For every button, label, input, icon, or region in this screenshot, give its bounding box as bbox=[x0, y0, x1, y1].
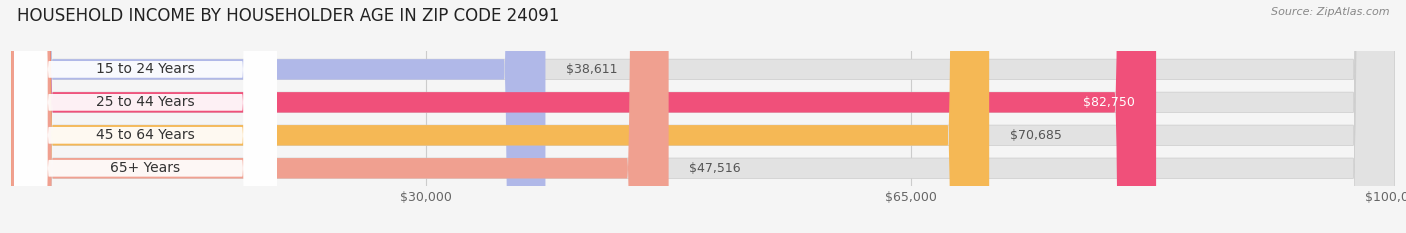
FancyBboxPatch shape bbox=[11, 0, 1395, 233]
FancyBboxPatch shape bbox=[11, 0, 990, 233]
FancyBboxPatch shape bbox=[11, 0, 1395, 233]
Text: $38,611: $38,611 bbox=[567, 63, 617, 76]
Text: 15 to 24 Years: 15 to 24 Years bbox=[96, 62, 195, 76]
Text: 65+ Years: 65+ Years bbox=[111, 161, 180, 175]
Text: $82,750: $82,750 bbox=[1084, 96, 1136, 109]
FancyBboxPatch shape bbox=[11, 0, 669, 233]
FancyBboxPatch shape bbox=[11, 0, 1395, 233]
Text: Source: ZipAtlas.com: Source: ZipAtlas.com bbox=[1271, 7, 1389, 17]
FancyBboxPatch shape bbox=[11, 0, 1156, 233]
FancyBboxPatch shape bbox=[14, 0, 277, 233]
FancyBboxPatch shape bbox=[11, 0, 546, 233]
FancyBboxPatch shape bbox=[11, 0, 1395, 233]
FancyBboxPatch shape bbox=[14, 0, 277, 233]
Text: 25 to 44 Years: 25 to 44 Years bbox=[96, 95, 195, 109]
Text: $47,516: $47,516 bbox=[689, 162, 741, 175]
Text: 45 to 64 Years: 45 to 64 Years bbox=[96, 128, 195, 142]
FancyBboxPatch shape bbox=[14, 0, 277, 233]
Text: HOUSEHOLD INCOME BY HOUSEHOLDER AGE IN ZIP CODE 24091: HOUSEHOLD INCOME BY HOUSEHOLDER AGE IN Z… bbox=[17, 7, 560, 25]
FancyBboxPatch shape bbox=[14, 0, 277, 233]
Text: $70,685: $70,685 bbox=[1010, 129, 1062, 142]
